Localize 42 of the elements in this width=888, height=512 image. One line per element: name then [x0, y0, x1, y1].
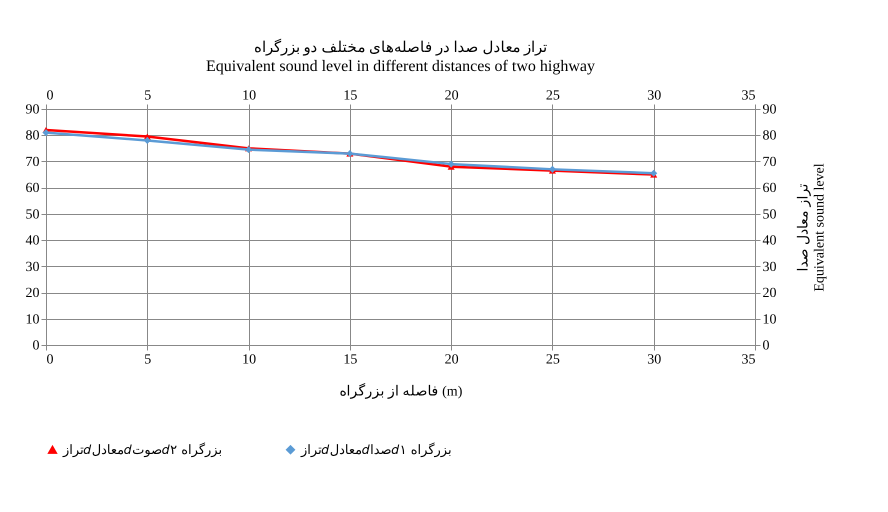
y-tick-label: 50 [26, 207, 40, 222]
x-tick-label: 25 [546, 88, 560, 104]
y-tick-label: 0 [32, 338, 40, 354]
y2-tick-label: 90 [762, 102, 776, 118]
y-tick-label: 90 [26, 102, 40, 118]
chart-subtitle: Equivalent sound level in different distances of two highway [206, 58, 595, 75]
y-tick-label: 30 [26, 260, 40, 275]
y2-tick-label: 80 [762, 128, 776, 144]
y-tick-label: 80 [26, 128, 40, 144]
y-tick-label: 60 [26, 181, 40, 196]
y2-tick-label: 50 [762, 207, 776, 222]
point [144, 136, 151, 144]
x-tick-label: 5 [144, 88, 152, 104]
legend-label: تراز𝑑معادل𝑑صدا𝑑بزرگراه ۱ [300, 442, 452, 458]
legend-label: تراز𝑑معادل𝑑صوت𝑑بزرگراه ۲ [62, 442, 222, 458]
y-tick-label: 40 [26, 234, 40, 249]
x2-tick-label: 10 [242, 352, 256, 368]
y-tick-label: 70 [26, 154, 40, 170]
x2-tick-label: 25 [546, 352, 560, 368]
y2-tick-label: 20 [762, 286, 776, 302]
y2-tick-label: 40 [762, 234, 776, 249]
x2-tick-label: 35 [742, 352, 756, 368]
y2-tick-label: 60 [762, 181, 776, 196]
y-tick-label: 20 [26, 286, 40, 302]
y2-tick-label: 0 [762, 338, 770, 354]
x-axis-title: فاصله از بزرگراه (m) [340, 382, 463, 400]
y2-tick-label: 10 [762, 312, 776, 328]
chart-title: تراز معادل صدا در فاصله‌های مختلف دو بزرگراه [254, 38, 548, 56]
x-tick-label: 10 [242, 88, 256, 104]
x2-tick-label: 30 [647, 352, 662, 368]
x2-tick-label: 20 [444, 352, 459, 368]
x-tick-label: 35 [742, 88, 756, 104]
x-tick-label: 0 [46, 88, 54, 104]
x-tick-label: 30 [647, 88, 662, 104]
y2-tick-label: 30 [762, 260, 776, 275]
y-tick-label: 10 [26, 312, 40, 328]
x2-tick-label: 15 [343, 352, 358, 368]
x-tick-label: 15 [343, 88, 358, 104]
y2-tick-label: 70 [762, 154, 776, 170]
x2-tick-label: 0 [46, 352, 54, 368]
x-tick-label: 20 [444, 88, 459, 104]
x2-tick-label: 5 [144, 352, 152, 368]
